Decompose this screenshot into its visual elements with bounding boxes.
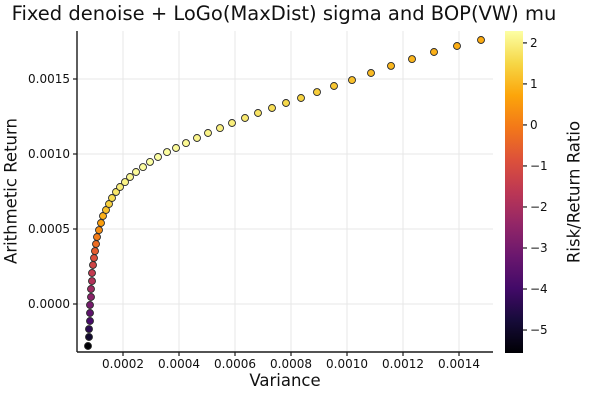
scatter-point [126,173,134,181]
y-tick-label: 0.0010 [28,147,70,161]
y-tick-label: 0.0015 [28,72,70,86]
scatter-point [408,55,416,64]
colorbar-gradient [505,31,523,353]
scatter-point [282,99,290,107]
scatter-point [241,114,249,122]
scatter-point [90,254,98,262]
x-tick-label: 0.0002 [102,357,144,371]
scatter-point [87,293,95,301]
scatter-point [121,178,129,187]
scatter-point [216,124,224,133]
scatter-point [88,277,96,286]
scatter-point [154,153,162,161]
scatter-point [85,333,93,341]
scatter-point [86,309,94,317]
scatter-point [95,226,103,235]
scatter-point [193,134,201,142]
scatter-point [453,42,461,50]
scatter-point [88,269,96,277]
y-tick-label: 0.0005 [28,222,70,236]
y-tick-label: 0.0000 [28,297,70,311]
y-axis-label: Arithmetic Return [1,118,21,264]
scatter-point [86,301,94,309]
colorbar-label: Risk/Return Ratio [564,120,584,264]
scatter-point [228,119,236,127]
x-tick-label: 0.0004 [158,357,200,371]
scatter-point [146,157,154,166]
scatter-point [91,247,99,256]
x-tick-label: 0.0014 [438,357,480,371]
scatter-point [93,233,101,241]
colorbar-tick-label: 2 [530,36,538,50]
colorbar-tick-label: −2 [530,200,548,214]
colorbar-tick-label: 0 [530,118,538,132]
scatter-point [108,194,116,202]
scatter-point [172,144,180,152]
colorbar-tick-label: 1 [530,77,538,91]
scatter-point [92,240,100,248]
scatter-point [313,88,321,97]
chart-title: Fixed denoise + LoGo(MaxDist) sigma and … [11,2,557,25]
scatter-point [132,168,140,176]
scatter-point [89,261,97,269]
scatter-point [112,188,120,196]
scatter-point [387,61,395,70]
x-axis-label: Variance [249,371,321,390]
x-tick-label: 0.0008 [270,357,312,371]
colorbar-tick-label: −3 [530,241,548,255]
scatter-point [97,219,105,227]
scatter-point [86,317,94,325]
scatter-point [85,325,93,334]
scatter-point [348,76,356,85]
x-tick-label: 0.0012 [382,357,424,371]
scatter-point [204,129,212,137]
colorbar-tick-label: −1 [530,159,548,173]
scatter-point [268,104,276,112]
scatter-point [163,148,171,157]
scatter-point [330,82,338,90]
scatter-point [116,183,124,191]
x-tick-label: 0.0006 [214,357,256,371]
scatter-point [84,342,92,350]
scatter-point [254,109,262,117]
colorbar-tick-label: −4 [530,282,548,296]
scatter-point [477,36,485,44]
x-tick-label: 0.0010 [326,357,368,371]
scatter-point [87,285,95,293]
scatter-point [367,69,375,77]
scatter-point [139,163,147,172]
scatter-point [182,139,190,148]
scatter-point [297,94,305,102]
colorbar-tick-label: −5 [530,323,548,337]
scatter-point [430,48,438,56]
